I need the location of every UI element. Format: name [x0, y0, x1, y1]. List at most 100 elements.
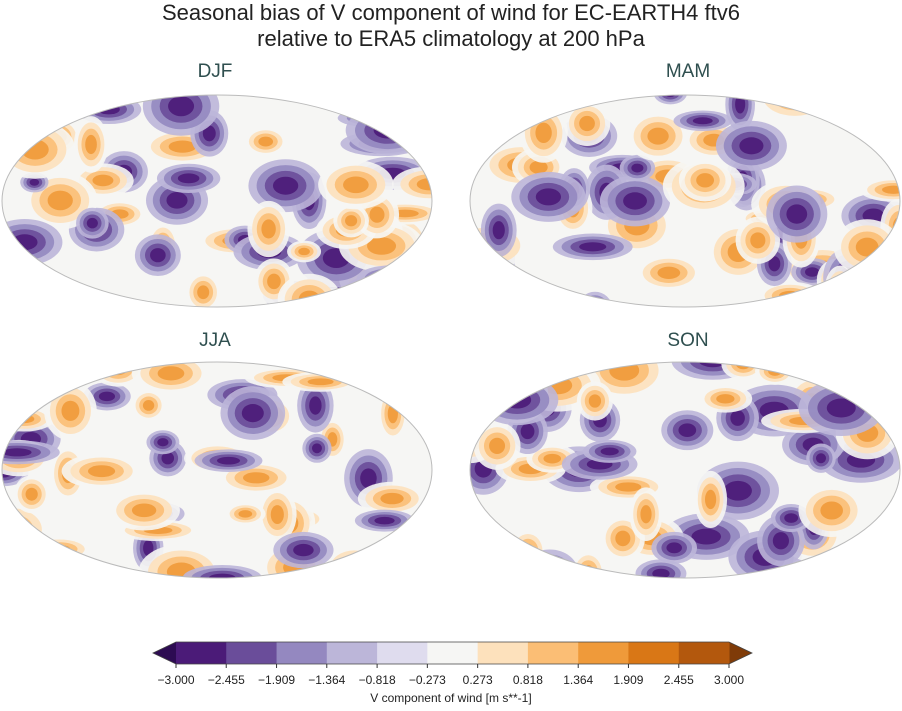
field-blob [2, 272, 18, 307]
field-blob [786, 204, 808, 224]
colorbar-extend-high [729, 642, 752, 664]
field-blob [11, 552, 35, 571]
field-blob [494, 386, 541, 415]
field-blob [784, 513, 799, 523]
field-blob [2, 520, 26, 539]
field-blob [61, 400, 80, 421]
field-blob [692, 117, 713, 125]
field-blob [631, 163, 644, 173]
map-panel [470, 362, 900, 578]
colorbar-label: V component of wind [m s**-1] [370, 691, 531, 705]
field-blob [378, 95, 419, 127]
field-blob [2, 555, 37, 578]
field-blob [871, 95, 889, 126]
colorbar-tick-label: −2.455 [208, 673, 245, 687]
field-blob [272, 176, 299, 195]
field-blob [772, 532, 789, 550]
field-blob [834, 282, 846, 300]
field-blob [355, 296, 376, 307]
colorbar-tick-label: 1.364 [563, 673, 593, 687]
colorbar-segment [427, 642, 479, 664]
field-blob [678, 423, 697, 437]
map-panel [2, 362, 432, 578]
field-blob [724, 480, 752, 501]
field-blob [47, 190, 73, 211]
field-blob [483, 365, 505, 373]
field-blob [652, 568, 670, 578]
field-blob [365, 281, 401, 298]
field-blob [243, 472, 270, 484]
field-blob [470, 95, 520, 118]
field-blob [470, 362, 526, 379]
field-blob [131, 503, 157, 518]
colorbar-tick-label: 1.909 [613, 673, 643, 687]
field-blob [55, 380, 66, 392]
field-blob [353, 362, 381, 375]
field-blob [475, 95, 513, 114]
colorbar-tick-label: −3.000 [157, 673, 194, 687]
field-blob [343, 560, 365, 576]
field-blob [343, 283, 388, 307]
field-blob [517, 538, 539, 564]
field-blob [355, 112, 403, 124]
field-blob [142, 400, 155, 411]
field-blob [344, 362, 390, 379]
field-blob [2, 278, 14, 306]
colorbar-tick-label: 0.818 [513, 673, 543, 687]
field-blob [378, 362, 432, 398]
field-blob [373, 95, 412, 124]
field-blob [335, 362, 399, 383]
field-blob [2, 362, 48, 397]
field-blob [2, 362, 29, 385]
colorbar-segment [276, 642, 328, 664]
field-blob [503, 391, 532, 409]
field-blob [481, 535, 518, 555]
field-blob [337, 555, 372, 578]
field-blob [41, 542, 78, 556]
field-blob [98, 391, 116, 402]
field-blob [197, 285, 210, 300]
field-blob [103, 362, 134, 379]
colorbar-tick-label: 3.000 [714, 673, 744, 687]
field-blob [476, 363, 512, 375]
field-blob [372, 271, 413, 286]
field-blob [293, 543, 314, 557]
colorbar-tick-label: −0.818 [359, 673, 396, 687]
field-blob [87, 465, 116, 478]
field-blob [2, 362, 20, 379]
field-blob [343, 176, 369, 194]
field-blob [161, 452, 175, 465]
field-blob [623, 192, 647, 210]
field-blob [730, 410, 745, 426]
field-blob [330, 550, 379, 578]
field-blob [4, 546, 43, 577]
field-blob [2, 550, 46, 578]
field-blob [370, 283, 396, 295]
field-blob [157, 366, 185, 381]
colorbar-tick-label: −0.273 [409, 673, 446, 687]
field-blob [470, 362, 519, 377]
field-blob [543, 453, 562, 464]
colorbar: −3.000 −2.455 −1.909 −1.364 −0.818 −0.273 0.27… [152, 641, 753, 687]
field-blob [521, 549, 579, 578]
colorbar-segment [377, 642, 428, 664]
field-blob [470, 266, 514, 292]
field-blob [470, 273, 495, 285]
map-panel [2, 95, 432, 307]
field-blob [815, 362, 884, 391]
field-blob [2, 559, 29, 578]
field-blob [25, 487, 38, 501]
field-blob [2, 110, 36, 135]
field-blob [258, 136, 274, 147]
field-blob [307, 378, 334, 386]
field-blob [370, 362, 432, 403]
field-blob [311, 443, 322, 454]
panel-title: SON [667, 330, 708, 351]
field-blob [23, 373, 53, 390]
field-blob [365, 114, 394, 122]
field-blob [489, 437, 506, 455]
field-blob [2, 283, 9, 301]
field-blob [820, 501, 843, 520]
field-blob [241, 403, 264, 423]
